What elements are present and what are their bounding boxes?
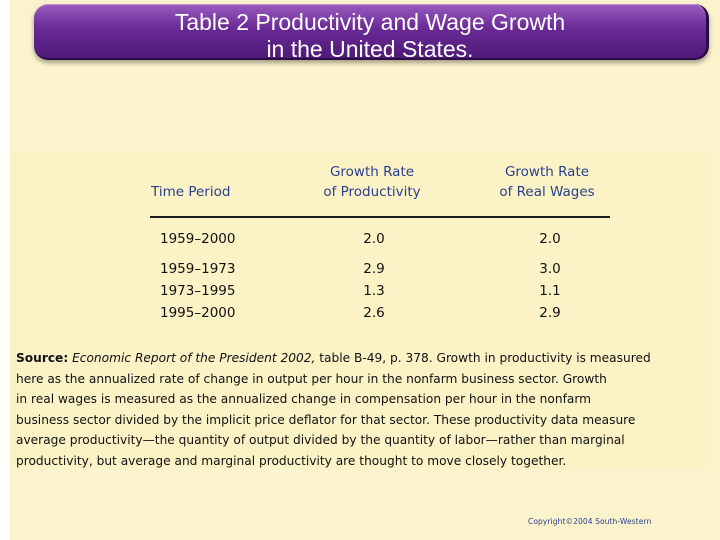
table-row: 1995–2000 2.6 2.9: [150, 302, 610, 324]
table-row: 1959–2000 2.0 2.0: [150, 228, 610, 250]
source-note: Source: Economic Report of the President…: [16, 348, 706, 471]
source-line-1: Source: Economic Report of the President…: [16, 348, 706, 369]
title-line-2: in the United States.: [266, 36, 474, 62]
source-label: Source:: [16, 351, 69, 365]
table-panel: Time Period Growth Rate of Productivity …: [10, 152, 707, 468]
header-productivity-line-2: of Productivity: [323, 184, 421, 200]
header-wages-line-1: Growth Rate: [504, 164, 590, 180]
title-line-1: Table 2 Productivity and Wage Growth: [174, 9, 566, 35]
cell-wages: 2.9: [539, 305, 561, 321]
header-productivity: Growth Rate of Productivity: [312, 162, 432, 202]
source-text-1: table B-49, p. 378. Growth in productivi…: [315, 351, 651, 365]
table-row: 1973–1995 1.3 1.1: [150, 280, 610, 302]
title-bar: [34, 4, 709, 60]
cell-wages: 3.0: [539, 261, 561, 277]
table-header: Time Period Growth Rate of Productivity …: [150, 162, 610, 218]
header-time-period: Time Period: [151, 184, 231, 200]
source-line-3: in real wages is measured as the annuali…: [16, 392, 592, 406]
slide-title: Table 2 Productivity and Wage Growth in …: [34, 9, 706, 63]
source-line-6: productivity, but average and marginal p…: [16, 453, 567, 468]
left-margin-strip: [0, 0, 10, 540]
header-productivity-line-1: Growth Rate: [329, 164, 415, 180]
source-line-4: business sector divided by the implicit …: [16, 412, 636, 427]
cell-period: 1995–2000: [160, 305, 236, 321]
cell-period: 1973–1995: [160, 283, 236, 299]
cell-period: 1959–1973: [160, 261, 236, 277]
cell-productivity: 2.0: [363, 231, 385, 247]
source-line-5: average productivity—the quantity of out…: [16, 433, 625, 447]
cell-wages: 1.1: [539, 283, 561, 299]
cell-productivity: 2.6: [363, 305, 385, 321]
header-real-wages: Growth Rate of Real Wages: [482, 162, 612, 202]
cell-period: 1959–2000: [160, 231, 236, 247]
cell-productivity: 1.3: [363, 283, 385, 299]
source-line-2: here as the annualized rate of change in…: [16, 371, 607, 386]
cell-productivity: 2.9: [363, 261, 385, 277]
copyright-footer: Copyright©2004 South-Western: [528, 517, 652, 526]
cell-wages: 2.0: [539, 231, 561, 247]
table-row: 1959–1973 2.9 3.0: [150, 258, 610, 280]
source-publication: Economic Report of the President 2002,: [72, 351, 316, 365]
header-wages-line-2: of Real Wages: [499, 184, 595, 200]
row-group-gap: [150, 250, 610, 258]
productivity-wage-table: Time Period Growth Rate of Productivity …: [150, 162, 610, 324]
